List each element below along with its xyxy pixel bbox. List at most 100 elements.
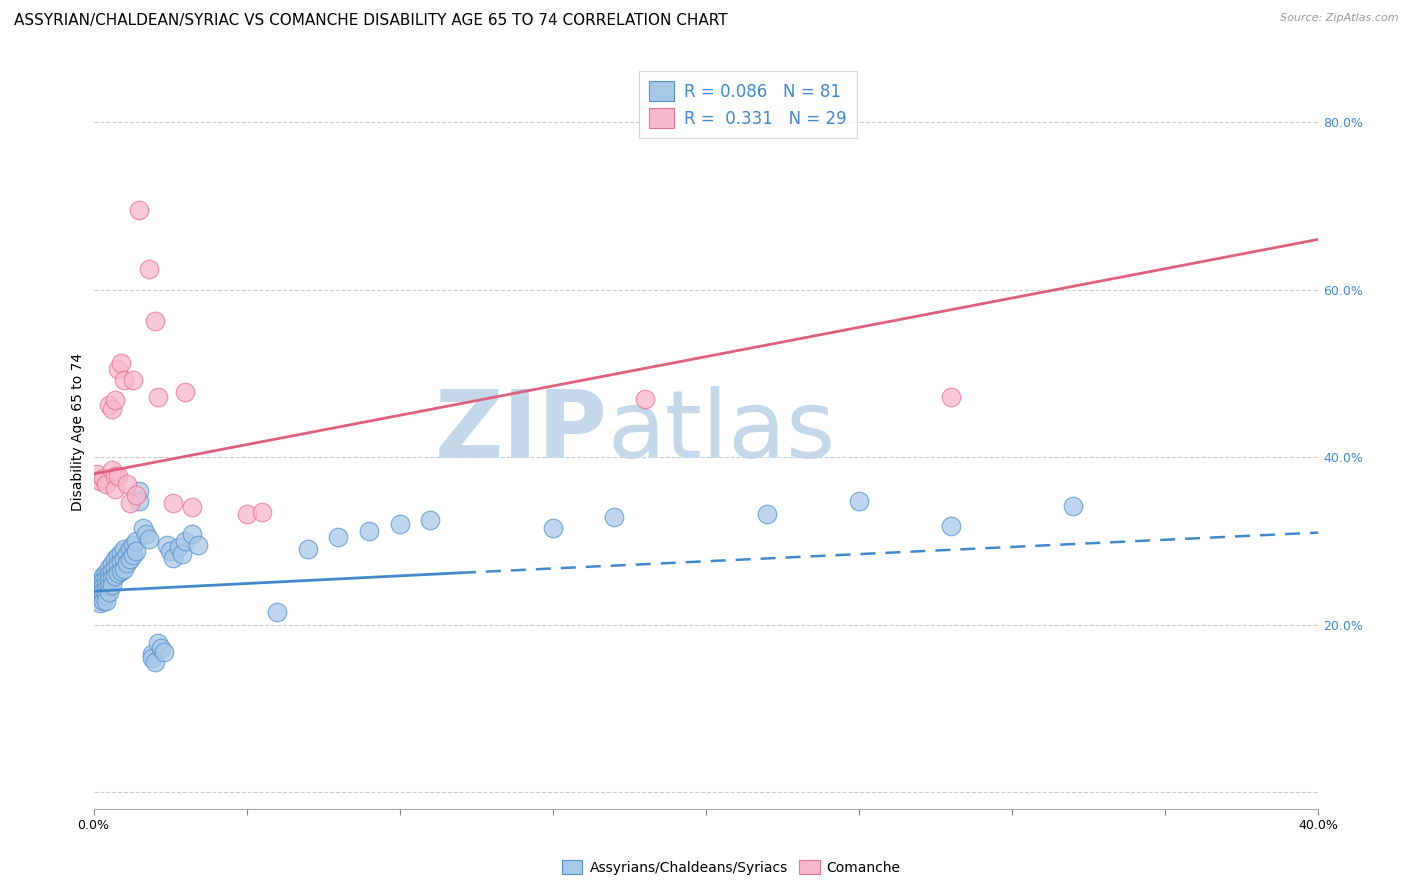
Point: [91, 579, 114, 593]
Point: [94, 577, 117, 591]
Point: [91, 569, 114, 583]
Point: [120, 496, 142, 510]
Point: [91, 584, 114, 599]
Point: [86, 582, 108, 597]
Point: [94, 566, 117, 580]
Point: [117, 547, 139, 561]
Point: [235, 507, 257, 521]
Point: [112, 562, 135, 576]
Point: [141, 647, 163, 661]
Point: [112, 552, 135, 566]
Point: [541, 521, 564, 535]
Point: [128, 493, 150, 508]
Point: [101, 577, 124, 591]
Point: [91, 574, 114, 589]
Point: [146, 636, 169, 650]
Point: [633, 392, 655, 406]
Point: [141, 651, 163, 665]
Point: [94, 572, 117, 586]
Point: [357, 524, 380, 538]
Point: [110, 564, 132, 578]
Point: [94, 588, 117, 602]
Point: [101, 401, 124, 416]
Point: [110, 356, 132, 370]
Point: [117, 556, 139, 570]
Point: [89, 591, 111, 605]
Point: [939, 519, 962, 533]
Point: [138, 533, 160, 547]
Point: [89, 596, 111, 610]
Point: [848, 493, 870, 508]
Point: [388, 517, 411, 532]
Point: [89, 574, 111, 589]
Point: [125, 533, 148, 548]
Point: [187, 538, 209, 552]
Point: [138, 261, 160, 276]
Point: [180, 527, 202, 541]
Text: ASSYRIAN/CHALDEAN/SYRIAC VS COMANCHE DISABILITY AGE 65 TO 74 CORRELATION CHART: ASSYRIAN/CHALDEAN/SYRIAC VS COMANCHE DIS…: [14, 13, 728, 29]
Point: [89, 582, 111, 597]
Point: [143, 314, 166, 328]
Point: [104, 569, 127, 583]
Point: [328, 530, 350, 544]
Point: [107, 468, 129, 483]
Point: [120, 552, 142, 566]
Point: [94, 594, 117, 608]
Point: [94, 477, 117, 491]
Point: [86, 586, 108, 600]
Point: [101, 571, 124, 585]
Point: [172, 547, 194, 561]
Point: [603, 510, 626, 524]
Legend: Assyrians/Chaldeans/Syriacs, Comanche: Assyrians/Chaldeans/Syriacs, Comanche: [557, 855, 905, 880]
Legend: R = 0.086   N = 81, R =  0.331   N = 29: R = 0.086 N = 81, R = 0.331 N = 29: [638, 71, 856, 138]
Point: [104, 560, 127, 574]
Point: [169, 540, 191, 554]
Point: [89, 577, 111, 591]
Point: [939, 390, 962, 404]
Point: [97, 579, 120, 593]
Point: [101, 564, 124, 578]
Point: [101, 463, 124, 477]
Point: [110, 555, 132, 569]
Point: [101, 558, 124, 572]
Point: [97, 574, 120, 588]
Point: [149, 641, 172, 656]
Point: [180, 500, 202, 515]
Point: [266, 605, 288, 619]
Point: [125, 488, 148, 502]
Point: [104, 552, 127, 566]
Point: [756, 507, 779, 521]
Point: [91, 589, 114, 603]
Point: [107, 362, 129, 376]
Point: [104, 468, 127, 483]
Point: [97, 567, 120, 582]
Point: [89, 474, 111, 488]
Text: Source: ZipAtlas.com: Source: ZipAtlas.com: [1281, 13, 1399, 23]
Point: [131, 520, 153, 534]
Point: [128, 483, 150, 498]
Point: [97, 585, 120, 599]
Y-axis label: Disability Age 65 to 74: Disability Age 65 to 74: [72, 353, 86, 511]
Point: [91, 471, 114, 485]
Point: [125, 544, 148, 558]
Point: [107, 549, 129, 563]
Point: [112, 542, 135, 557]
Point: [174, 384, 197, 399]
Point: [297, 542, 319, 557]
Point: [104, 482, 127, 496]
Point: [143, 656, 166, 670]
Point: [162, 550, 184, 565]
Point: [146, 390, 169, 404]
Point: [120, 542, 142, 557]
Text: ZIP: ZIP: [434, 386, 607, 478]
Point: [135, 527, 157, 541]
Point: [91, 594, 114, 608]
Point: [419, 513, 441, 527]
Point: [104, 393, 127, 408]
Point: [117, 477, 139, 491]
Point: [122, 373, 145, 387]
Point: [162, 496, 184, 510]
Point: [107, 558, 129, 572]
Text: atlas: atlas: [607, 386, 837, 478]
Point: [86, 577, 108, 591]
